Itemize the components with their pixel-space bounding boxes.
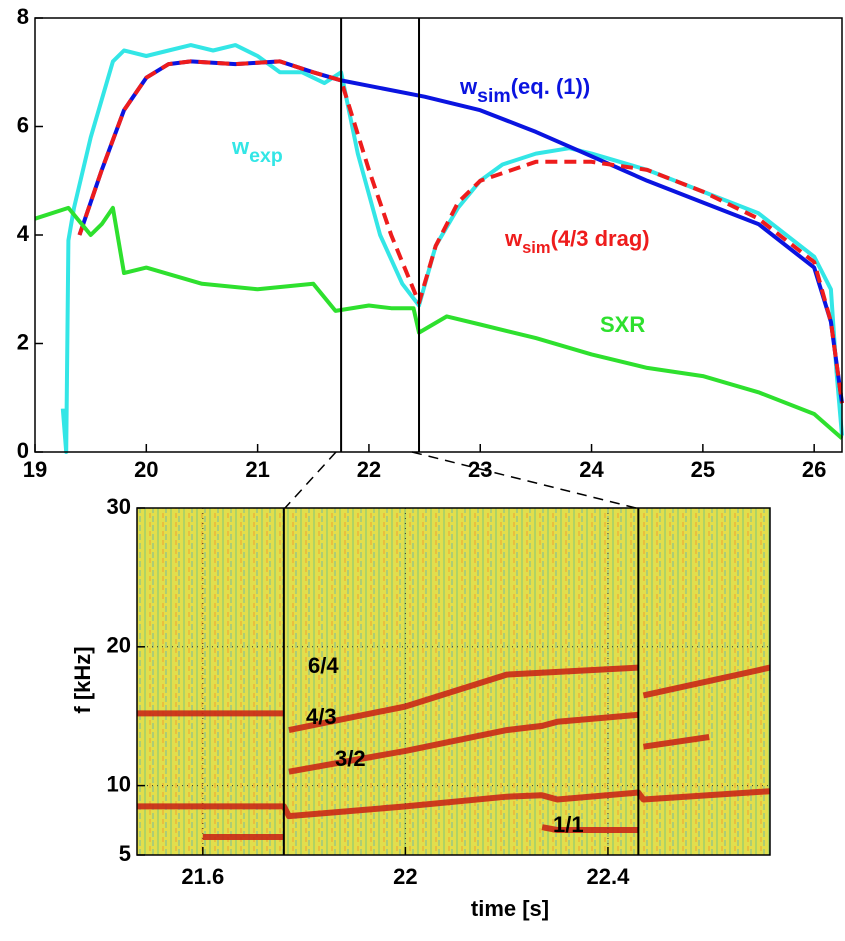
label-main: 1/1 <box>553 812 584 837</box>
y-tick-label: 0 <box>17 438 29 463</box>
series-label: 3/2 <box>335 746 366 771</box>
series-label: wsim(4/3 drag) <box>504 226 650 258</box>
series-line <box>202 824 639 840</box>
series-label: SXR <box>600 312 645 337</box>
series-line <box>60 43 844 454</box>
label-main: SXR <box>600 312 645 337</box>
label-subscript: exp <box>249 145 283 167</box>
series-line <box>34 205 844 440</box>
label-suffix: (4/3 drag) <box>551 226 650 251</box>
y-tick-label: 30 <box>107 494 131 519</box>
connector <box>411 451 637 509</box>
y-tick-label: 4 <box>17 221 30 246</box>
series-label: wexp <box>231 134 283 167</box>
series-label: 4/3 <box>306 704 337 729</box>
label-subscript: sim <box>522 239 550 257</box>
label-main: w <box>504 226 523 251</box>
x-tick-label: 24 <box>579 457 604 482</box>
plot-frame <box>34 17 843 453</box>
label-main: 3/2 <box>335 746 366 771</box>
x-tick-label: 26 <box>802 457 826 482</box>
series-line <box>137 664 771 734</box>
x-tick-label: 21 <box>245 457 269 482</box>
x-tick-label: 22 <box>393 864 417 889</box>
x-tick-label: 20 <box>134 457 158 482</box>
series-line <box>137 788 771 820</box>
label-subscript: sim <box>477 85 511 107</box>
series-label: wsim(eq. (1)) <box>459 74 590 107</box>
plot-frame <box>136 507 771 856</box>
label-main: 6/4 <box>308 653 339 678</box>
x-tick-label: 23 <box>468 457 492 482</box>
y-tick-label: 20 <box>107 633 131 658</box>
y-tick-label: 5 <box>119 841 131 866</box>
series-line <box>77 59 844 404</box>
x-axis-label: time [s] <box>471 896 549 921</box>
y-tick-label: 6 <box>17 112 29 137</box>
connector <box>284 451 337 509</box>
x-tick-label: 22 <box>357 457 381 482</box>
x-tick-label: 25 <box>691 457 715 482</box>
label-main: w <box>231 134 250 159</box>
series-label: 1/1 <box>553 812 584 837</box>
label-main: 4/3 <box>306 704 337 729</box>
y-axis-label: f [kHz] <box>70 646 95 713</box>
series-label: 6/4 <box>308 653 339 678</box>
x-tick-label: 21.6 <box>181 864 224 889</box>
series-line <box>288 711 710 775</box>
y-tick-label: 8 <box>17 4 29 29</box>
x-tick-label: 22.4 <box>587 864 631 889</box>
y-tick-label: 10 <box>107 771 131 796</box>
x-tick-label: 19 <box>23 457 47 482</box>
label-main: w <box>459 74 478 99</box>
y-tick-label: 2 <box>17 329 29 354</box>
label-suffix: (eq. (1)) <box>511 74 590 99</box>
series-line <box>77 59 844 404</box>
